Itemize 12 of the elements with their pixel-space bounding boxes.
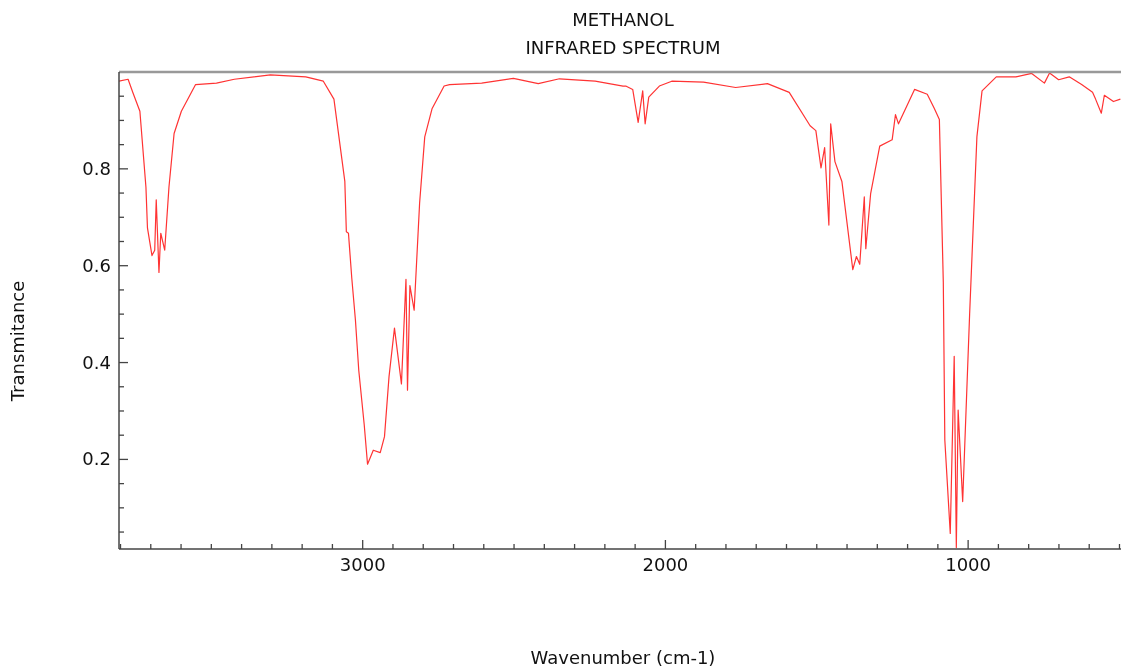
y-tick-label: 0.2 bbox=[82, 448, 111, 470]
y-tick-label: 0.6 bbox=[82, 254, 111, 276]
y-axis-title: Transmitance bbox=[6, 280, 28, 402]
x-axis-title: Wavenumber (cm-1) bbox=[529, 646, 717, 670]
y-tick-label: 0.4 bbox=[82, 351, 111, 373]
x-tick-label: 2000 bbox=[642, 554, 689, 575]
chart-subtitle: INFRARED SPECTRUM bbox=[524, 36, 722, 60]
y-tick-label: 0.8 bbox=[82, 157, 111, 179]
line-series bbox=[119, 72, 1121, 549]
x-tick-label: 1000 bbox=[945, 554, 992, 575]
x-tick-label: 3000 bbox=[339, 554, 386, 575]
chart-title: METHANOL bbox=[571, 8, 675, 32]
